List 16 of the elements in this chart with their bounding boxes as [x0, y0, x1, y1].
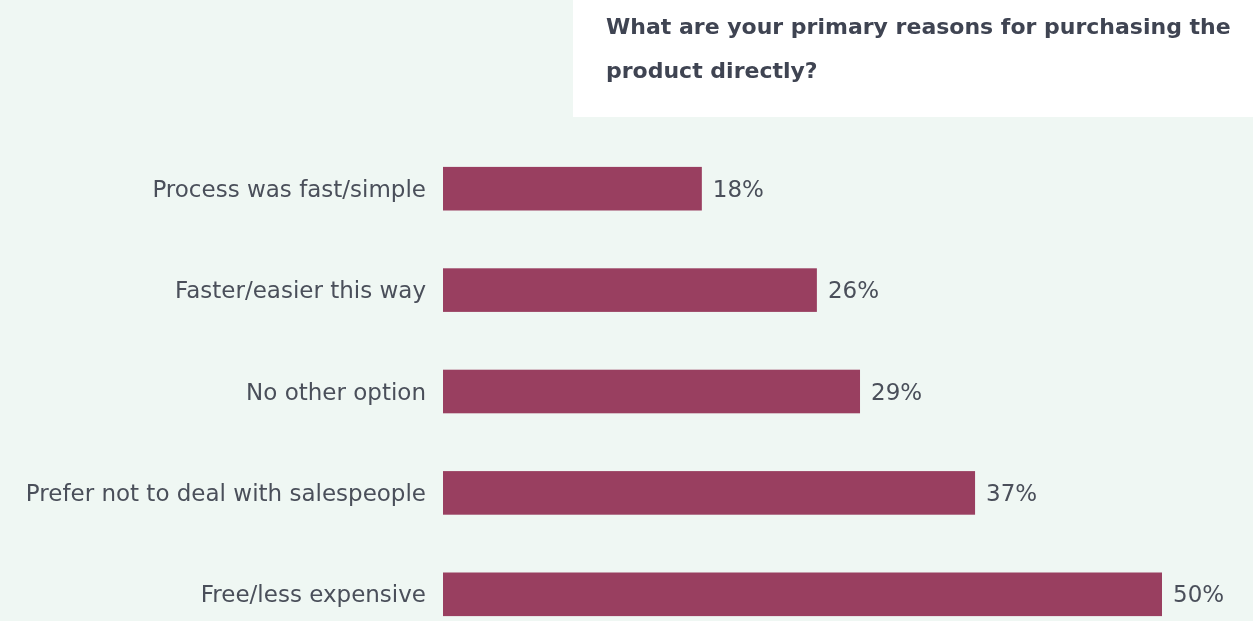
bar — [443, 166, 702, 211]
chart-title: What are your primary reasons for purchasing the product directly? — [606, 14, 1231, 83]
bar — [443, 471, 976, 515]
y-tick-label: Prefer not to deal with salespeople — [25, 479, 426, 506]
y-tick-label: Process was fast/simple — [152, 175, 426, 202]
data-label: 37% — [986, 479, 1038, 506]
bar — [443, 369, 861, 414]
data-label: 29% — [871, 378, 923, 405]
data-label: 50% — [1173, 581, 1225, 608]
data-label: 26% — [827, 277, 880, 304]
bar — [443, 572, 1162, 617]
bar — [443, 268, 817, 312]
y-tick-label: Faster/easier this way — [175, 277, 426, 304]
data-label: 18% — [712, 175, 764, 202]
y-tick-label: Free/less expensive — [200, 581, 426, 608]
y-tick-label: No other option — [246, 378, 426, 405]
